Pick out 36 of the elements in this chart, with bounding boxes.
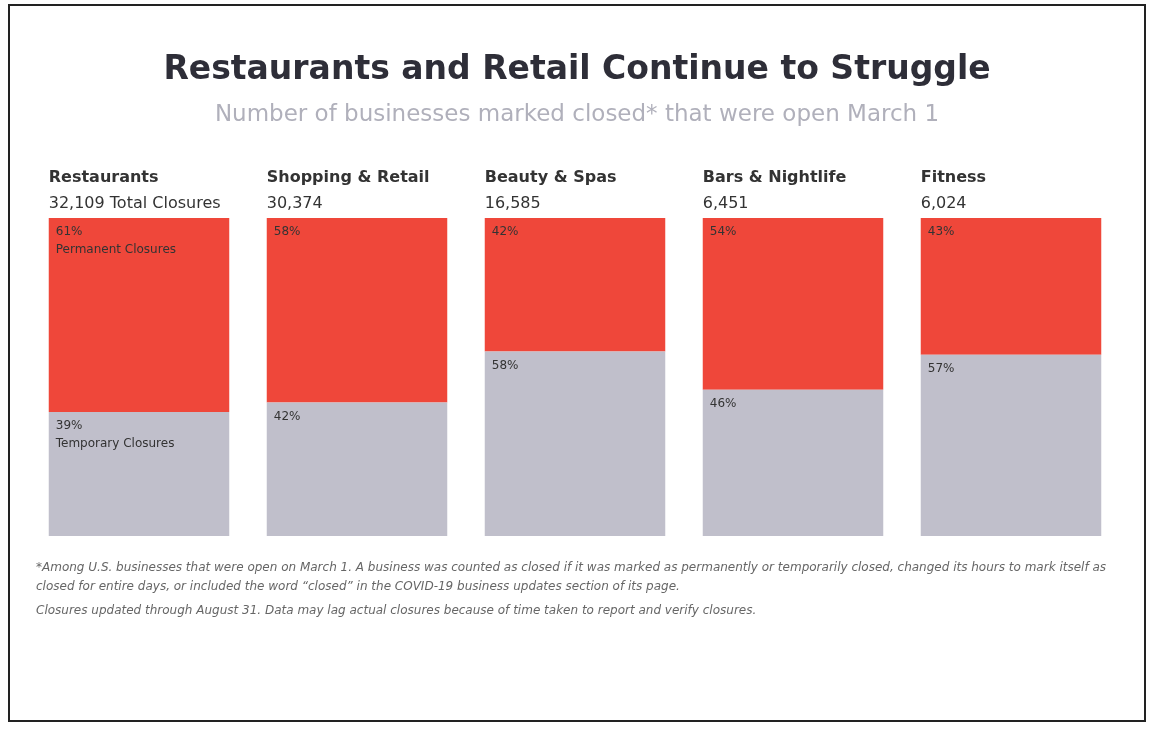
bar <box>920 218 1102 355</box>
bar <box>484 218 666 352</box>
annotation: 30,374 <box>266 193 323 213</box>
chart-subtitle: Number of businesses marked closed* that were open March 1 <box>213 100 941 126</box>
x-tick-label: Beauty & Spas <box>484 167 617 187</box>
bar <box>48 218 230 412</box>
data-label: 42% <box>491 224 519 239</box>
bar <box>484 351 666 536</box>
annotation: 6,451 <box>702 193 749 213</box>
data-label: 54% <box>709 224 737 239</box>
bar <box>920 354 1102 536</box>
chart-title: Restaurants and Retail Continue to Struggle <box>162 48 992 87</box>
data-label: 58% <box>273 224 301 239</box>
annotation: 6,024 <box>920 193 967 213</box>
data-label: 42% <box>273 408 301 423</box>
data-label: 39% <box>55 418 83 433</box>
bar <box>702 218 884 390</box>
data-label: 43% <box>927 224 955 239</box>
data-label: 57% <box>927 360 955 375</box>
bar <box>266 218 448 403</box>
data-label: 61% <box>55 224 83 239</box>
bar <box>266 402 448 536</box>
series-label: Temporary Closures <box>54 436 175 451</box>
bar <box>702 389 884 536</box>
text: *Among U.S. businesses that were open on March 1. A business was counted as closed if it was marked as permanently or temporarily closed, changed its hours to mark itself as closed for entire days, or included the word “closed” in the COVID-19 business updates section of its page. <box>36 559 1108 596</box>
series-label: Permanent Closures <box>55 242 177 257</box>
x-tick-label: Shopping & Retail <box>266 167 430 187</box>
annotation: 16,585 <box>484 193 541 213</box>
data-label: 58% <box>491 357 519 372</box>
text: Closures updated through August 31. Data may lag actual closures because of time taken to report and verify closures. <box>36 602 758 620</box>
data-label: 46% <box>709 395 737 410</box>
x-tick-label: Fitness <box>920 167 987 187</box>
annotation: 32,109 Total Closures <box>48 193 221 213</box>
bar <box>48 411 230 536</box>
x-tick-label: Restaurants <box>48 167 159 187</box>
x-tick-label: Bars & Nightlife <box>702 167 847 187</box>
